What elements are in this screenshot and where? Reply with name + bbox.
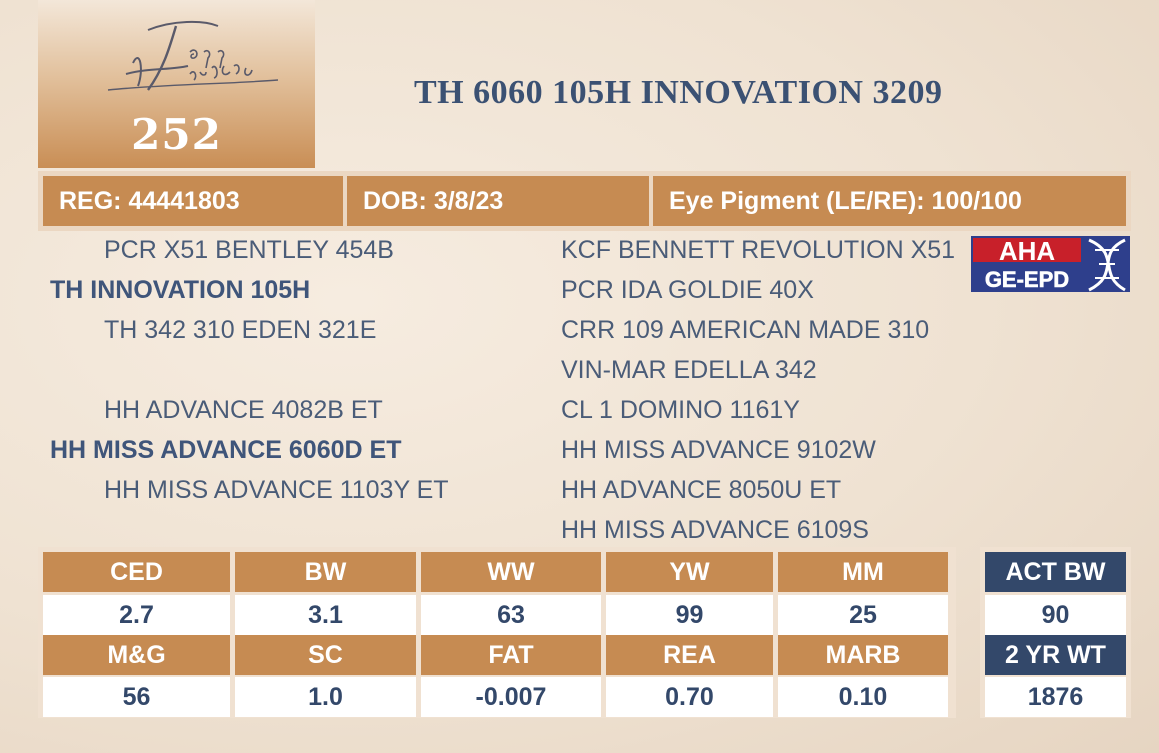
epd-value-marb: 0.10 (778, 677, 948, 717)
epd-value-mm: 25 (778, 595, 948, 635)
two-year-weight-header: 2 YR WT (985, 635, 1126, 675)
epd-header-fat: FAT (421, 635, 601, 675)
lot-number: 252 (131, 110, 222, 159)
pedigree-gen3-7: HH ADVANCE 8050U ET (561, 476, 842, 504)
pedigree-gen3-5: CL 1 DOMINO 1161Y (561, 396, 800, 424)
actual-bw-header: ACT BW (985, 552, 1126, 592)
epd-header-sc: SC (235, 635, 416, 675)
epd-header-yw: YW (606, 552, 773, 592)
epd-value-fat: -0.007 (421, 677, 601, 717)
registration-number: REG: 44441803 (43, 176, 343, 226)
epd-table: CED BW WW YW MM 2.7 3.1 63 99 25 M&G SC … (38, 547, 956, 718)
sire-dam: TH 342 310 EDEN 321E (104, 316, 377, 344)
two-year-weight-value: 1876 (985, 677, 1126, 717)
epd-value-rea: 0.70 (606, 677, 773, 717)
pedigree-gen3-8: HH MISS ADVANCE 6109S (561, 516, 869, 544)
epd-header-mg: M&G (43, 635, 230, 675)
pedigree-gen3-1: KCF BENNETT REVOLUTION X51 (561, 236, 956, 264)
epd-header-bw: BW (235, 552, 416, 592)
epd-value-ww: 63 (421, 595, 601, 635)
epd-value-yw: 99 (606, 595, 773, 635)
epd-value-mg: 56 (43, 677, 230, 717)
actual-bw-value: 90 (985, 595, 1126, 635)
pedigree-gen3-4: VIN-MAR EDELLA 342 (561, 356, 817, 384)
sire-sire: PCR X51 BENTLEY 454B (104, 236, 394, 264)
ranch-logo-block: 252 (38, 0, 315, 168)
svg-text:AHA: AHA (999, 236, 1056, 266)
actual-weights-table: ACT BW 90 2 YR WT 1876 (980, 547, 1131, 718)
aha-ge-epd-logo: AHA GE-EPD (971, 236, 1130, 292)
epd-value-ced: 2.7 (43, 595, 230, 635)
epd-header-ced: CED (43, 552, 230, 592)
pedigree-gen3-6: HH MISS ADVANCE 9102W (561, 436, 876, 464)
topp-herefords-script-logo (107, 20, 278, 91)
epd-header-marb: MARB (778, 635, 948, 675)
dam: HH MISS ADVANCE 6060D ET (50, 436, 402, 464)
date-of-birth: DOB: 3/8/23 (347, 176, 649, 226)
svg-text:GE-EPD: GE-EPD (985, 267, 1069, 292)
epd-value-sc: 1.0 (235, 677, 416, 717)
eye-pigment: Eye Pigment (LE/RE): 100/100 (653, 176, 1126, 226)
sire: TH INNOVATION 105H (50, 276, 311, 304)
epd-header-ww: WW (421, 552, 601, 592)
pedigree-gen3-3: CRR 109 AMERICAN MADE 310 (561, 316, 930, 344)
info-bar: REG: 44441803 DOB: 3/8/23 Eye Pigment (L… (38, 171, 1131, 231)
dam-dam: HH MISS ADVANCE 1103Y ET (104, 476, 449, 504)
epd-header-rea: REA (606, 635, 773, 675)
epd-header-mm: MM (778, 552, 948, 592)
dam-sire: HH ADVANCE 4082B ET (104, 396, 383, 424)
pedigree-gen3-2: PCR IDA GOLDIE 40X (561, 276, 814, 304)
epd-value-bw: 3.1 (235, 595, 416, 635)
animal-title: TH 6060 105H INNOVATION 3209 (414, 74, 943, 111)
